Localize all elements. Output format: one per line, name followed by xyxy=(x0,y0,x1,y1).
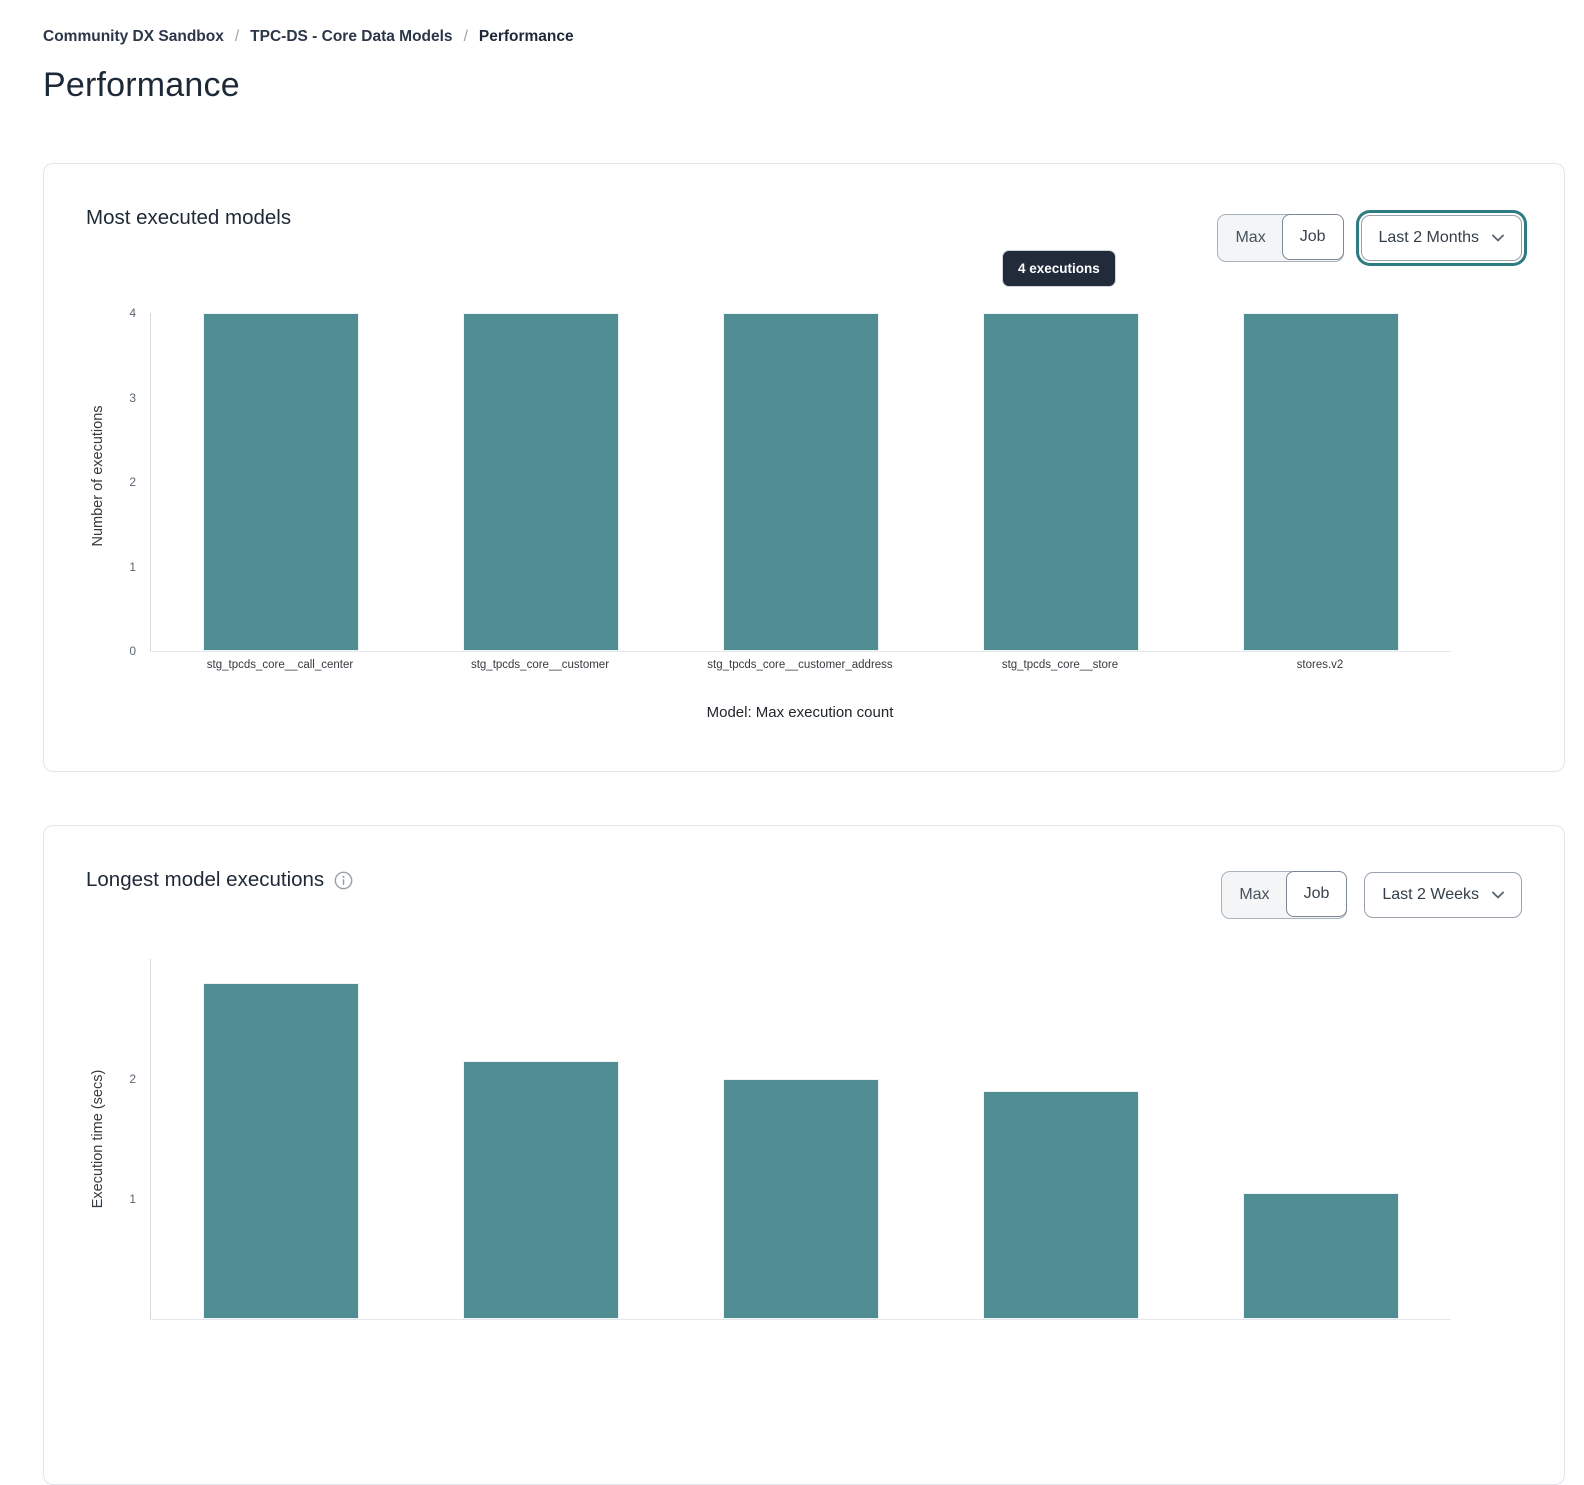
breadcrumb-separator: / xyxy=(463,28,468,45)
y-axis-ticks: 0 1 2 3 4 xyxy=(44,306,143,658)
x-category-label: stg_tpcds_core__customer xyxy=(470,659,610,671)
bar-slot xyxy=(931,313,1191,651)
date-range-label: Last 2 Weeks xyxy=(1382,886,1479,903)
bar-1[interactable] xyxy=(463,1061,619,1319)
x-category-label: stores.v2 xyxy=(1296,659,1344,671)
breadcrumb: Community DX Sandbox / TPC-DS - Core Dat… xyxy=(43,28,574,46)
bar-slot xyxy=(411,959,671,1319)
y-tick-label: 4 xyxy=(129,306,136,320)
job-segment-button[interactable]: Job xyxy=(1285,871,1348,917)
breadcrumb-item-models[interactable]: TPC-DS - Core Data Models xyxy=(250,28,453,45)
chart-controls: Max Job Last 2 Months xyxy=(1217,214,1522,262)
x-axis-title: Model: Max execution count xyxy=(706,704,894,721)
chart-tooltip: 4 executions xyxy=(1002,250,1116,287)
plot-area xyxy=(150,313,1451,652)
bar-slot xyxy=(151,313,411,651)
y-tick-label: 2 xyxy=(129,475,136,489)
bar-slot xyxy=(671,313,931,651)
info-icon[interactable] xyxy=(334,871,353,890)
x-category-label: stg_tpcds_core__call_center xyxy=(206,659,354,671)
bar-2[interactable] xyxy=(723,1079,879,1319)
y-tick-label: 2 xyxy=(129,1072,136,1086)
breadcrumb-item-project[interactable]: Community DX Sandbox xyxy=(43,28,224,45)
bar-slot xyxy=(931,959,1191,1319)
bar-slot xyxy=(151,959,411,1319)
breadcrumb-separator: / xyxy=(234,28,240,45)
bar-4[interactable] xyxy=(1243,1193,1399,1319)
bar-slot xyxy=(1191,313,1451,651)
bar-0[interactable] xyxy=(203,983,359,1319)
x-category-label: stg_tpcds_core__customer_address xyxy=(707,659,893,671)
x-category-labels: stg_tpcds_core__call_center stg_tpcds_cor… xyxy=(150,659,1450,671)
max-job-toggle: Max Job xyxy=(1221,871,1348,919)
y-tick-label: 0 xyxy=(129,644,136,658)
bar-stg_tpcds_core__customer_address[interactable] xyxy=(723,313,879,651)
card-title: Most executed models xyxy=(86,206,291,230)
date-range-dropdown[interactable]: Last 2 Weeks xyxy=(1364,872,1522,918)
x-category-label: stg_tpcds_core__store xyxy=(1001,659,1119,671)
bar-stg_tpcds_core__customer[interactable] xyxy=(463,313,619,651)
job-segment-button[interactable]: Job xyxy=(1281,214,1344,260)
card-title-text: Most executed models xyxy=(86,206,292,229)
bar-slot xyxy=(411,313,671,651)
bar-slot xyxy=(671,959,931,1319)
bar-3[interactable] xyxy=(983,1091,1139,1319)
page-title: Performance xyxy=(43,66,240,104)
card-title-text: Longest model executions xyxy=(86,868,325,891)
y-tick-label: 1 xyxy=(129,559,136,574)
plot-area xyxy=(150,959,1451,1320)
bar-stg_tpcds_core__store[interactable] xyxy=(983,313,1139,651)
y-tick-label: 3 xyxy=(129,390,136,405)
breadcrumb-item-performance: Performance xyxy=(478,28,574,45)
chevron-down-icon xyxy=(1492,891,1504,899)
chart-controls: Max Job Last 2 Weeks xyxy=(1221,871,1522,919)
max-job-toggle: Max Job xyxy=(1217,214,1344,262)
bar-stores.v2[interactable] xyxy=(1243,313,1399,651)
chevron-down-icon xyxy=(1492,234,1504,242)
date-range-label: Last 2 Months xyxy=(1378,229,1480,246)
card-title: Longest model executions xyxy=(86,868,353,892)
bar-slot xyxy=(1191,959,1451,1319)
max-segment-button[interactable]: Max xyxy=(1218,215,1282,261)
longest-model-executions-card: Longest model executions Max Job Last 2 … xyxy=(43,825,1565,1485)
most-executed-models-card: Most executed models Max Job Last 2 Mont… xyxy=(43,163,1565,772)
max-segment-button[interactable]: Max xyxy=(1222,872,1286,918)
date-range-dropdown[interactable]: Last 2 Months xyxy=(1360,215,1522,261)
y-tick-label: 1 xyxy=(129,1192,136,1206)
bar-stg_tpcds_core__call_center[interactable] xyxy=(203,313,359,651)
